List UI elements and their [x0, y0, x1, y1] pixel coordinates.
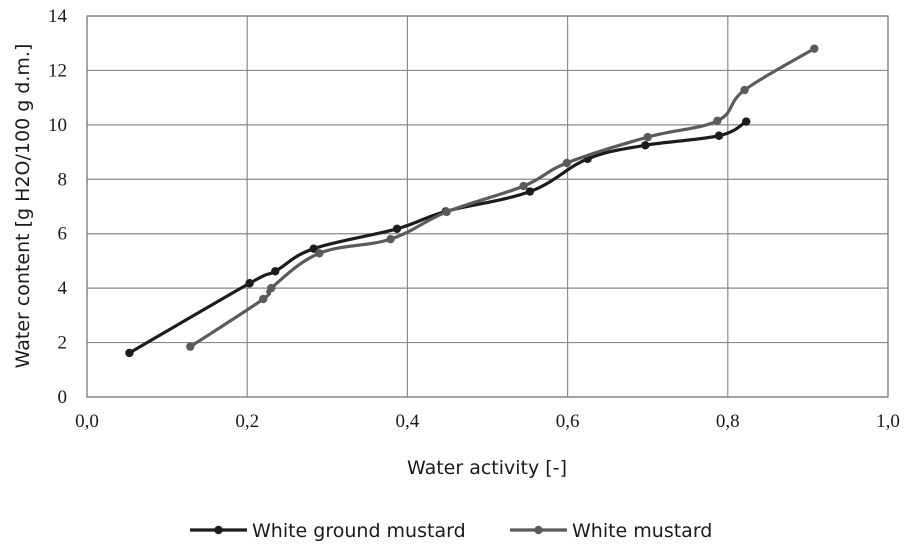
data-point [714, 131, 724, 140]
data-point [125, 348, 134, 358]
y-tick-label: 10 [48, 115, 67, 136]
y-axis-title: Water content [g H2O/100 g d.m.] [12, 44, 34, 369]
y-tick-label: 8 [58, 169, 68, 190]
grid-lines [86, 15, 889, 398]
y-axis-ticks: 0 2 4 6 8 10 12 14 [48, 6, 68, 408]
data-point [519, 181, 528, 191]
data-point [309, 244, 318, 253]
y-tick-label: 0 [58, 387, 68, 408]
data-point [713, 116, 722, 125]
x-axis-ticks: 0,0 0,2 0,4 0,6 0,8 1,0 [75, 411, 900, 432]
data-point [392, 224, 402, 234]
data-point [271, 267, 280, 276]
data-point [641, 141, 650, 150]
x-tick-label: 0,0 [75, 411, 99, 432]
series-layer [125, 44, 819, 358]
data-point [186, 342, 195, 351]
x-tick-label: 0,2 [235, 411, 259, 432]
plot-area-frame [86, 15, 889, 398]
series-line [127, 119, 748, 355]
data-point [742, 117, 751, 126]
x-axis-title: Water activity [-] [407, 457, 567, 479]
x-tick-label: 0,4 [396, 411, 420, 432]
legend-swatch-marker [214, 525, 223, 535]
y-tick-label: 2 [58, 333, 68, 354]
series-0 [125, 117, 751, 358]
x-tick-label: 1,0 [876, 411, 900, 432]
data-point [525, 187, 535, 196]
data-point [643, 132, 652, 142]
data-point [442, 207, 451, 217]
y-tick-label: 14 [48, 6, 68, 27]
legend: White ground mustard White mustard [190, 520, 712, 542]
data-point [562, 158, 571, 168]
data-point [259, 294, 268, 304]
data-point [386, 234, 395, 244]
y-tick-label: 4 [58, 278, 68, 299]
legend-label: White ground mustard [252, 520, 466, 542]
legend-label: White mustard [572, 520, 712, 542]
x-tick-label: 0,6 [556, 411, 580, 432]
data-point [740, 85, 749, 95]
y-tick-label: 12 [48, 60, 67, 81]
series-1 [186, 44, 819, 351]
y-tick-label: 6 [58, 224, 68, 245]
legend-swatch-marker [534, 525, 543, 535]
data-point [267, 283, 276, 293]
data-point [245, 279, 254, 288]
x-tick-label: 0,8 [716, 411, 740, 432]
data-point [315, 249, 324, 258]
data-point [810, 44, 819, 53]
